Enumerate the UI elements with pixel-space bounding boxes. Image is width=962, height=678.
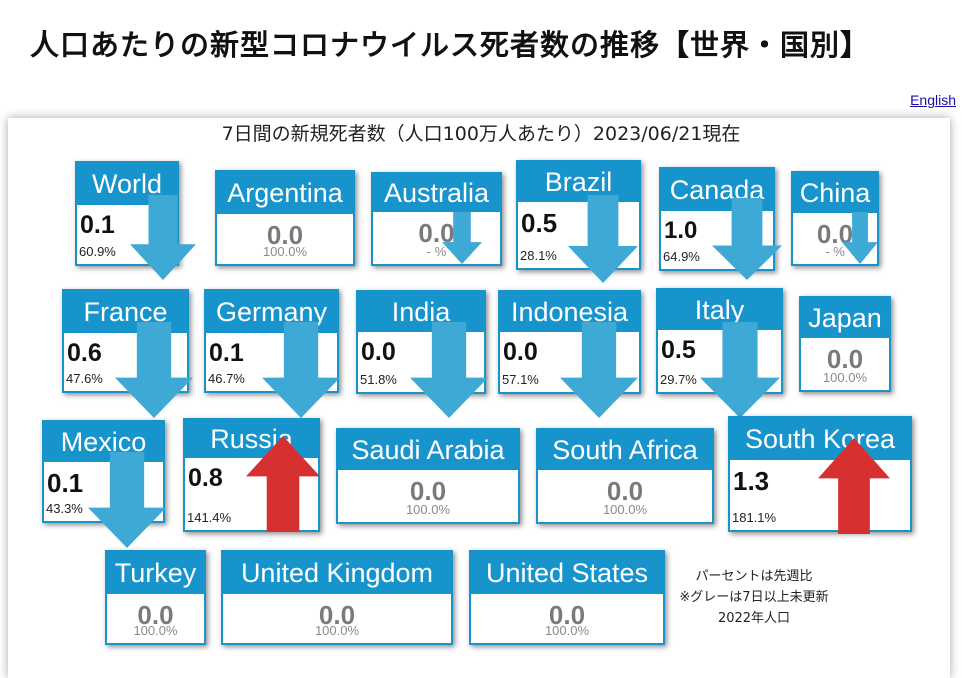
death-rate-value: 0.0 [137,600,174,630]
week-change-percent: 51.8% [360,372,397,387]
country-name: Indonesia [500,292,639,332]
country-card-brazil: Brazil 0.5 28.1% [516,160,641,270]
country-card-indonesia: Indonesia 0.0 57.1% [498,290,641,394]
week-change-percent: - % [825,244,845,259]
country-name: Turkey [107,552,204,594]
week-change-percent: 181.1% [732,510,777,525]
country-card-japan: Japan 0.0 100.0% [799,296,891,392]
death-rate-value: 0.5 [661,336,696,364]
country-name: Germany [206,291,337,333]
country-name: World [77,163,177,205]
death-rate-value: 0.0 [361,338,396,366]
country-card-russia: Russia 0.8 141.4% [183,418,320,532]
country-card-world: World 0.1 60.9% [75,161,179,266]
week-change-percent: 47.6% [66,371,103,386]
country-name: Saudi Arabia [338,430,518,470]
note-percent: パーセントは先週比 [695,569,813,584]
country-card-india: India 0.0 51.8% [356,290,486,394]
week-change-percent: 141.4% [187,510,232,525]
death-rate-value: 0.1 [80,211,115,239]
country-card-canada: Canada 1.0 64.9% [659,167,775,271]
country-card-germany: Germany 0.1 46.7% [204,289,339,393]
country-name: South Korea [730,418,910,460]
death-rate-value: 0.1 [209,339,244,367]
country-name: Mexico [44,422,163,462]
week-change-percent: 60.9% [79,244,116,259]
country-name: Argentina [217,172,353,214]
country-card-south-africa: South Africa 0.0 100.0% [536,428,714,524]
country-card-france: France 0.6 47.6% [62,289,189,393]
week-change-percent: 46.7% [208,371,245,386]
country-card-united-states: United States 0.0 100.0% [469,550,665,645]
country-name: Japan [801,298,889,338]
week-change-percent: 100.0% [602,502,648,517]
country-name: United Kingdom [223,552,451,594]
week-change-percent: 100.0% [822,370,868,385]
week-change-percent: 64.9% [663,249,700,264]
country-card-south-korea: South Korea 1.3 181.1% [728,416,912,532]
country-card-saudi-arabia: Saudi Arabia 0.0 100.0% [336,428,520,524]
country-card-united-kingdom: United Kingdom 0.0 100.0% [221,550,453,645]
english-link[interactable]: English [910,92,956,108]
death-rate-value: 1.3 [733,466,770,496]
note-gray: ※グレーは7日以上未更新 [679,590,829,605]
country-name: Canada [661,169,773,211]
week-change-percent: 29.7% [660,372,697,387]
death-rate-value: 1.0 [664,217,698,244]
week-change-percent: 100.0% [405,502,451,517]
death-rate-value: 0.0 [606,476,644,506]
death-rate-value: 0.0 [503,338,538,366]
death-rate-value: 0.1 [47,468,84,498]
country-card-turkey: Turkey 0.0 100.0% [105,550,206,645]
death-rate-value: 0.0 [548,600,586,630]
note-population: 2022年人口 [717,611,791,626]
country-name: Italy [658,290,781,330]
week-change-percent: - % [426,244,447,259]
week-change-percent: 28.1% [520,248,557,263]
legend-note: パーセントは先週比 ※グレーは7日以上未更新 2022年人口 [674,566,834,629]
death-rate-value: 0.0 [409,476,447,506]
week-change-percent: 100.0% [314,623,360,638]
country-card-australia: Australia 0.0- % [371,172,502,266]
death-rate-value: 0.0 [266,220,304,250]
page-title: 人口あたりの新型コロナウイルス死者数の推移【世界・国別】 [30,28,871,62]
week-change-percent: 43.3% [46,501,83,516]
country-name: Brazil [518,162,639,202]
death-rate-value: 0.6 [67,339,102,367]
chart-subtitle: 7日間の新規死者数（人口100万人あたり）2023/06/21現在 [221,123,741,145]
week-change-percent: 57.1% [502,372,539,387]
week-change-percent: 100.0% [544,623,590,638]
week-change-percent: 100.0% [133,623,178,638]
country-name: China [793,173,877,213]
country-card-china: China 0.0- % [791,171,879,266]
country-name: India [358,292,484,332]
country-card-italy: Italy 0.5 29.7% [656,288,783,394]
death-rate-value: 0.8 [188,464,223,492]
country-name: United States [471,552,663,594]
death-rate-value: 0.0 [826,344,864,374]
death-rate-value: 0.0 [318,600,356,630]
country-name: South Africa [538,430,712,470]
country-card-argentina: Argentina 0.0 100.0% [215,170,355,266]
week-change-percent: 100.0% [262,244,308,259]
country-card-mexico: Mexico 0.1 43.3% [42,420,165,523]
country-name: Russia [185,420,318,458]
country-name: Australia [373,174,500,212]
country-name: France [64,291,187,333]
death-rate-value: 0.5 [521,208,558,238]
